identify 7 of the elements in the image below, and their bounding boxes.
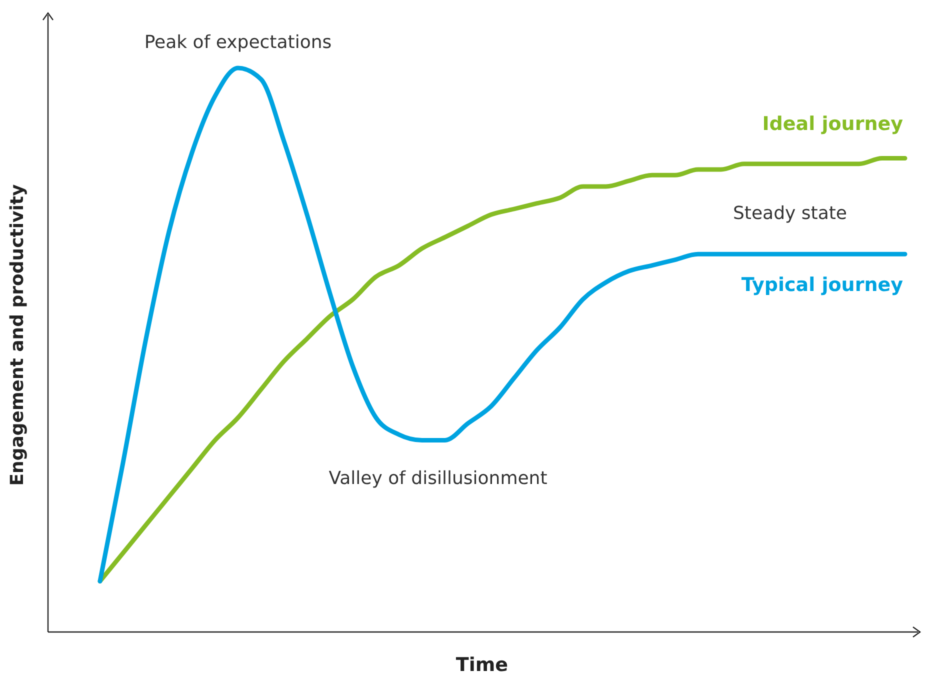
series-label: Typical journey (741, 274, 904, 296)
x-axis-title: Time (456, 654, 508, 673)
text: Peak of expectations (144, 32, 332, 53)
y-axis-title: Engagement and productivity (7, 184, 28, 486)
series-label: Ideal journey (762, 113, 904, 135)
annotation: Steady state (733, 203, 847, 224)
annotation: Valley of disillusionment (328, 468, 548, 489)
